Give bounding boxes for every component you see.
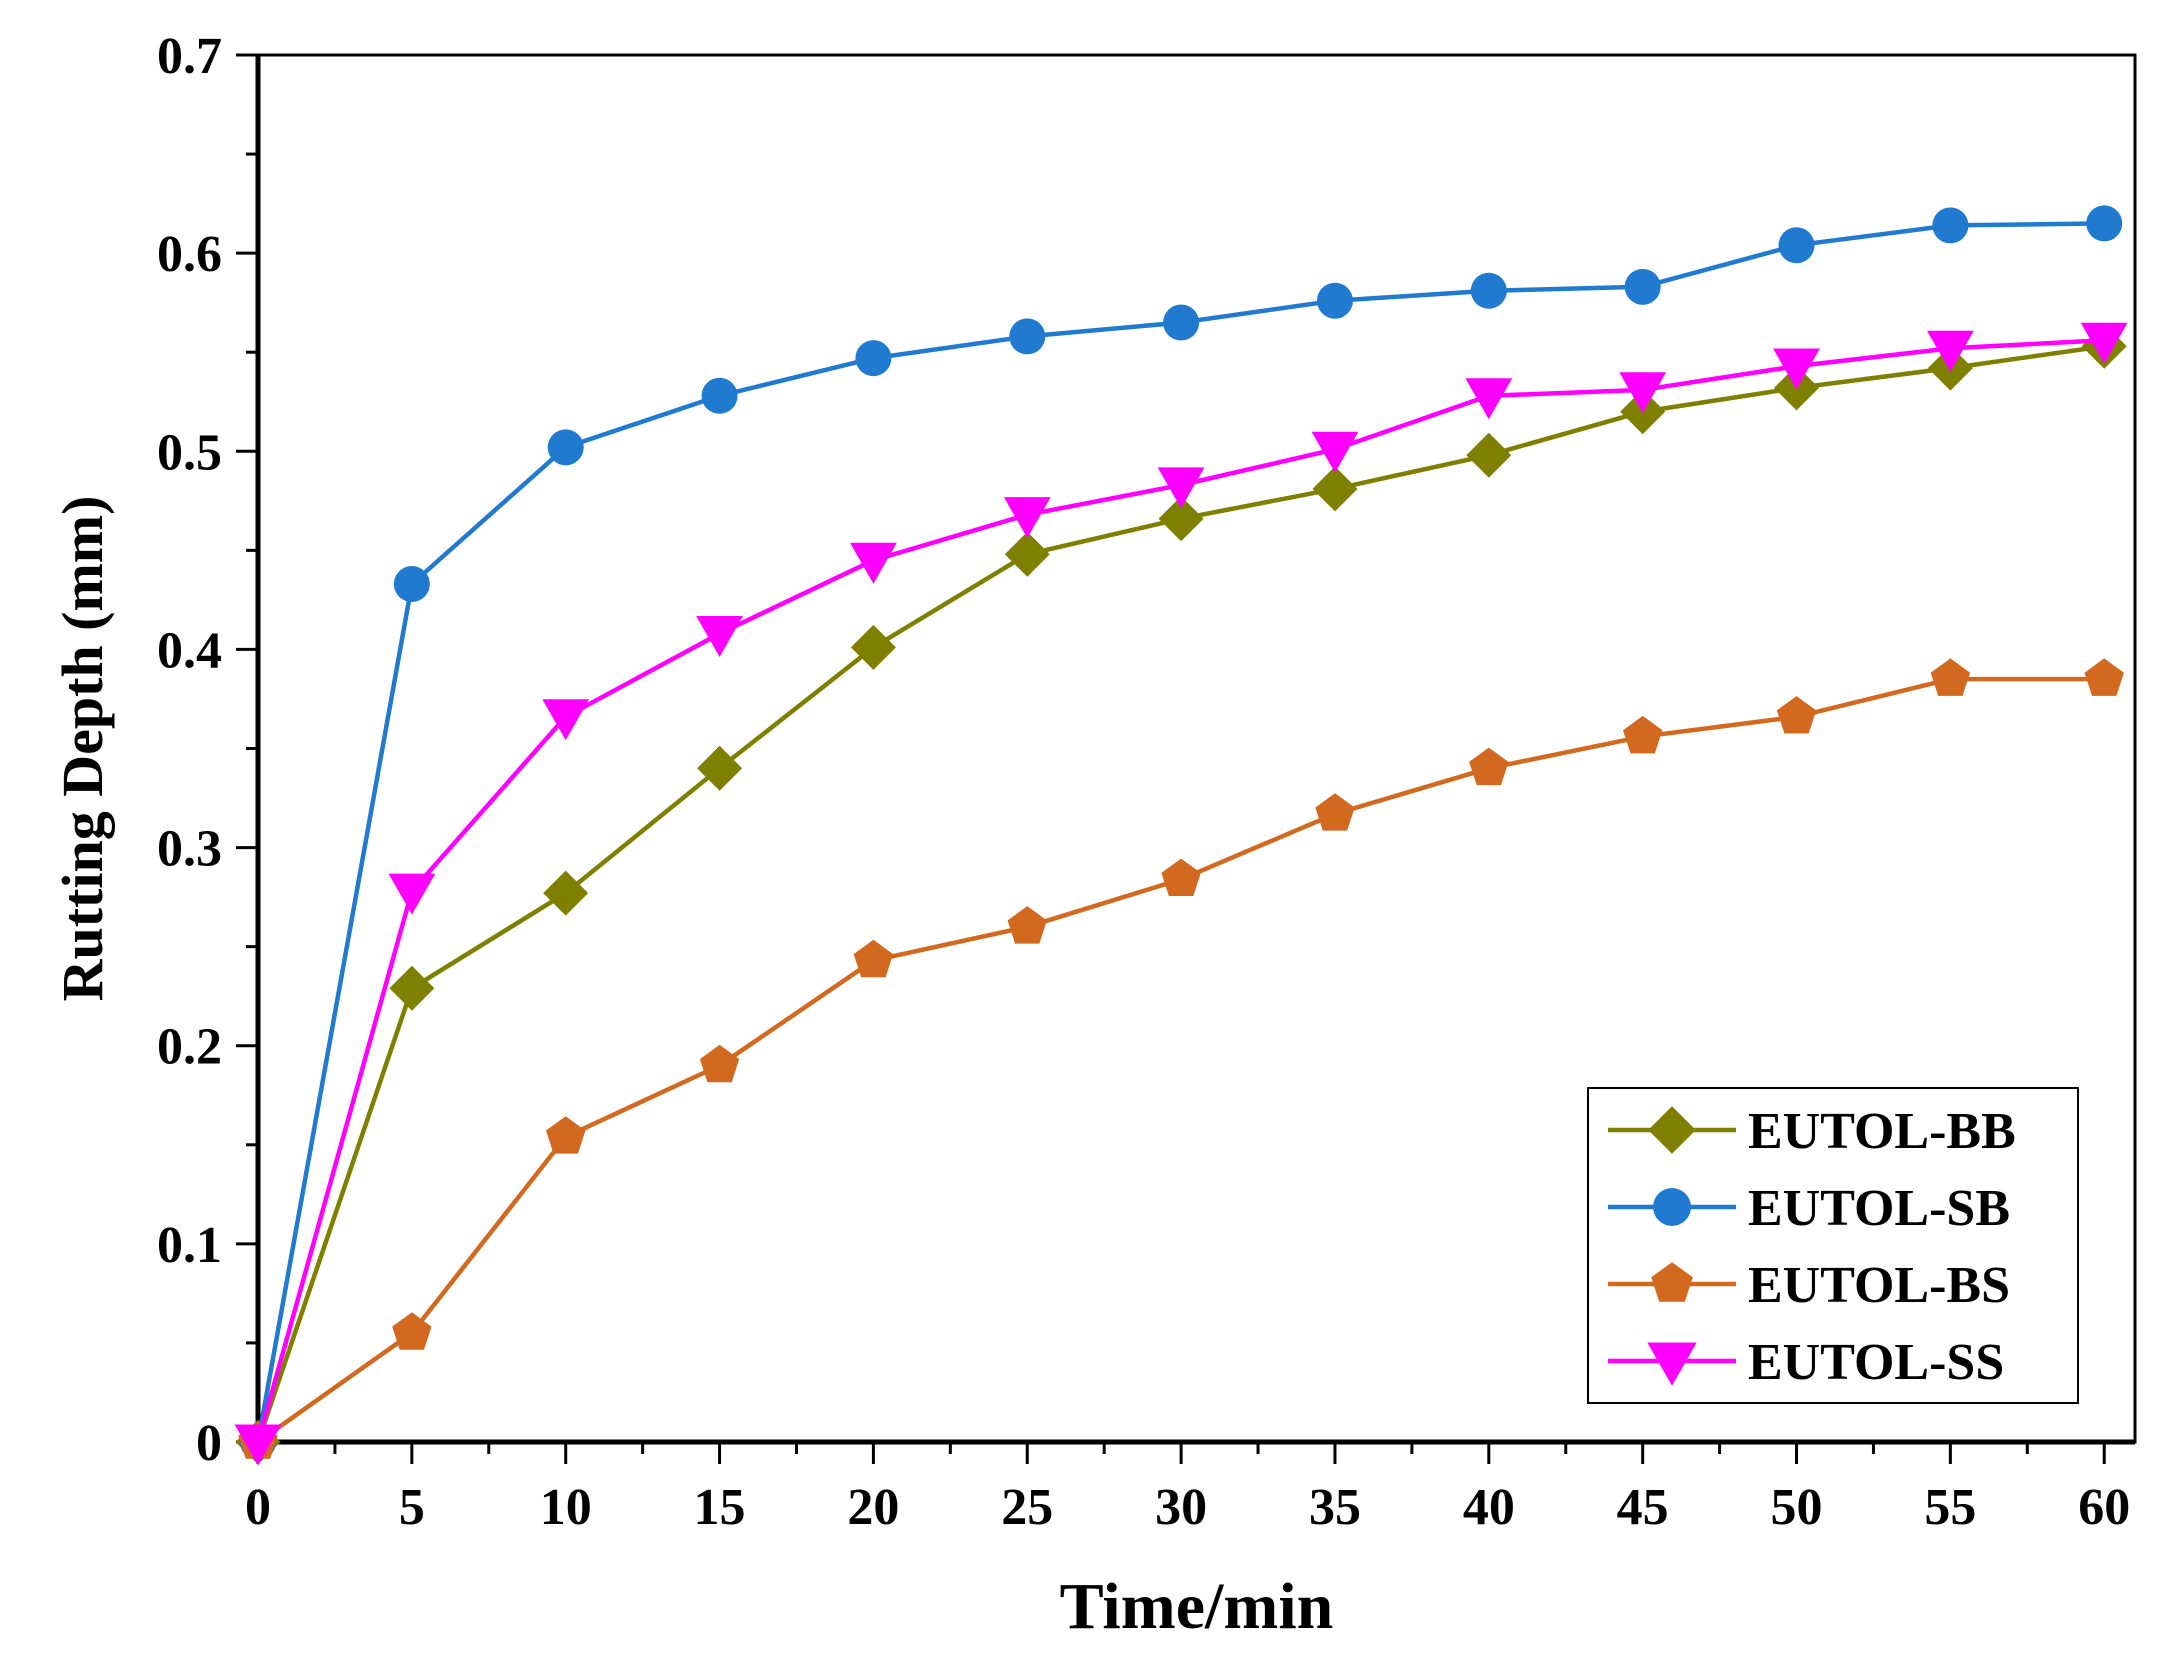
- data-point: [547, 429, 584, 466]
- data-point: [1161, 858, 1201, 896]
- data-point: [2086, 205, 2123, 242]
- data-point: [1773, 348, 1820, 390]
- x-tick-label: 35: [1309, 1479, 1361, 1536]
- legend-label: EUTOL-SB: [1748, 1180, 2010, 1237]
- data-point: [393, 566, 430, 603]
- y-tick-label: 0.6: [157, 226, 222, 283]
- data-point: [1469, 747, 1509, 786]
- legend-item: EUTOL-BS: [1608, 1257, 2010, 1314]
- x-tick-label: 30: [1155, 1479, 1207, 1536]
- x-tick-label: 40: [1463, 1479, 1515, 1536]
- x-tick-label: 25: [1001, 1479, 1053, 1536]
- legend-marker: [1653, 1188, 1691, 1226]
- legend-label: EUTOL-BS: [1748, 1257, 2010, 1314]
- data-point: [2080, 322, 2128, 364]
- y-tick-label: 0: [196, 1415, 222, 1472]
- x-tick-label: 50: [1771, 1479, 1823, 1536]
- axes: 0 5 10 15 20 25 30 35 40 45 50 55 60 0 0.1 0.2 0.3 0.4 0.5…: [157, 28, 2137, 1536]
- x-tick-label: 15: [694, 1479, 746, 1536]
- data-point: [392, 1312, 432, 1350]
- data-point: [1619, 372, 1667, 414]
- data-point: [388, 873, 436, 915]
- y-tick-label: 0.2: [157, 1019, 222, 1076]
- x-tick-label: 20: [847, 1479, 899, 1536]
- data-point: [1163, 304, 1200, 341]
- data-point: [699, 1044, 740, 1083]
- data-point: [2084, 658, 2124, 696]
- data-point: [697, 745, 743, 791]
- data-point: [1927, 330, 1974, 372]
- y-tick-label: 0.3: [157, 821, 222, 878]
- data-point: [1004, 531, 1050, 577]
- series-eutol-sb: [240, 205, 2123, 1460]
- data-point: [1315, 793, 1355, 831]
- data-point: [855, 340, 892, 377]
- legend-label: EUTOL-BB: [1748, 1103, 2016, 1160]
- legend: EUTOL-BB EUTOL-SB EUTOL-BS EUTOL-SS: [1587, 1087, 2079, 1404]
- data-point: [1312, 466, 1358, 512]
- data-point: [1009, 318, 1046, 355]
- data-point: [1932, 207, 1969, 244]
- x-tick-label: 5: [399, 1479, 425, 1536]
- legend-label: EUTOL-SS: [1748, 1334, 2004, 1391]
- legend-item: EUTOL-SB: [1608, 1180, 2010, 1237]
- data-point: [850, 624, 896, 670]
- data-point: [1007, 906, 1047, 944]
- y-axis-title: Rutting Depth (mm): [50, 496, 115, 1002]
- x-tick-label: 60: [2078, 1479, 2130, 1536]
- y-tick-label: 0.1: [157, 1217, 222, 1274]
- data-point: [542, 699, 590, 741]
- x-tick-label: 45: [1617, 1479, 1669, 1536]
- data-point: [234, 1424, 282, 1466]
- data-point: [1930, 658, 1971, 696]
- x-axis-title: Time/min: [1060, 1570, 1334, 1643]
- data-point: [1003, 497, 1051, 539]
- y-tick-label: 0.5: [157, 424, 222, 481]
- y-tick-label: 0.4: [157, 622, 222, 679]
- data-point: [853, 939, 894, 978]
- legend-marker: [1648, 1106, 1696, 1154]
- x-tick-label: 10: [540, 1479, 592, 1536]
- data-point: [1776, 696, 1817, 734]
- data-point: [1470, 272, 1507, 309]
- x-tick-label: 55: [1924, 1479, 1976, 1536]
- data-point: [1623, 715, 1663, 754]
- legend-item: EUTOL-BB: [1608, 1103, 2016, 1160]
- data-point: [1158, 496, 1204, 542]
- legend-item: EUTOL-SS: [1608, 1334, 2004, 1391]
- legend-marker: [1651, 1262, 1693, 1302]
- data-point: [389, 965, 435, 1011]
- data-point: [1311, 431, 1359, 473]
- x-tick-label: 0: [245, 1479, 271, 1536]
- data-point: [1465, 378, 1513, 420]
- data-point: [850, 542, 897, 584]
- legend-marker: [1647, 1342, 1697, 1386]
- data-point: [1466, 432, 1512, 478]
- data-point: [701, 377, 738, 414]
- y-tick-label: 0.7: [157, 28, 222, 85]
- data-point: [546, 1116, 586, 1154]
- data-point: [1157, 467, 1205, 509]
- data-point: [543, 870, 589, 916]
- series-layer: [234, 205, 2128, 1466]
- data-point: [1624, 268, 1661, 305]
- data-point: [1778, 227, 1815, 264]
- data-point: [1316, 282, 1353, 319]
- series-eutol-ss: [234, 322, 2128, 1466]
- data-point: [696, 616, 743, 657]
